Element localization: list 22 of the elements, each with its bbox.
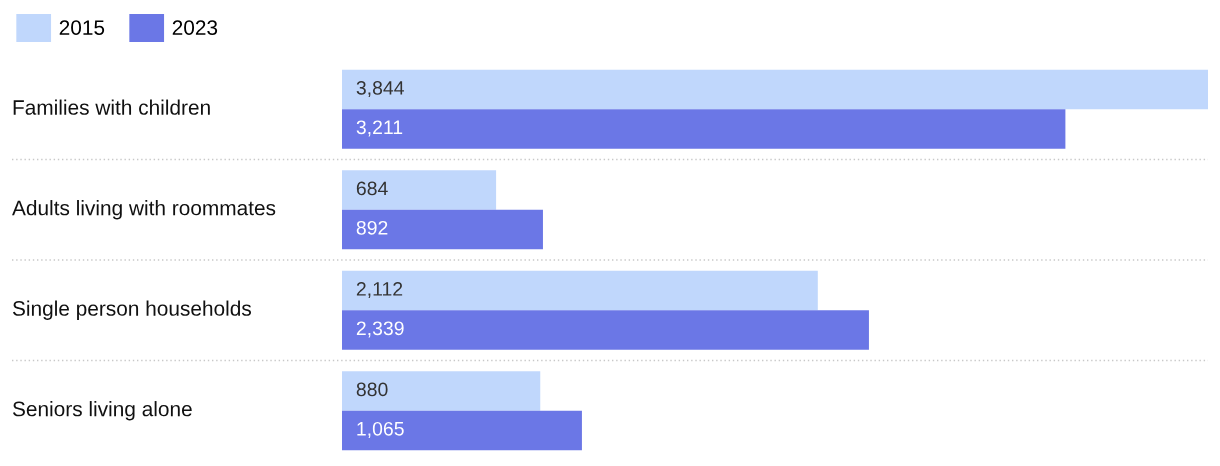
bar — [342, 170, 497, 210]
legend-label: 2023 — [172, 20, 218, 35]
y-tick-label: Single person households — [12, 300, 251, 320]
legend-label: 2015 — [59, 20, 105, 35]
data-label: 892 — [356, 220, 388, 235]
bar — [342, 310, 869, 350]
y-tick-label: Seniors living alone — [12, 401, 192, 421]
data-label: 2,339 — [356, 321, 404, 338]
data-label: 3,211 — [356, 120, 403, 137]
bar — [342, 410, 582, 451]
bar — [342, 69, 1208, 110]
bar — [342, 209, 543, 250]
data-label: 2,112 — [356, 282, 403, 299]
y-tick-label: Adults living with roommates — [12, 200, 276, 220]
bar — [342, 371, 541, 411]
bar — [342, 109, 1066, 149]
data-label: 684 — [356, 181, 388, 196]
data-label: 1,065 — [357, 421, 404, 438]
bar — [342, 270, 818, 311]
data-label: 880 — [356, 382, 388, 397]
data-label: 3,844 — [356, 81, 404, 98]
y-tick-label: Families with children — [13, 99, 210, 115]
